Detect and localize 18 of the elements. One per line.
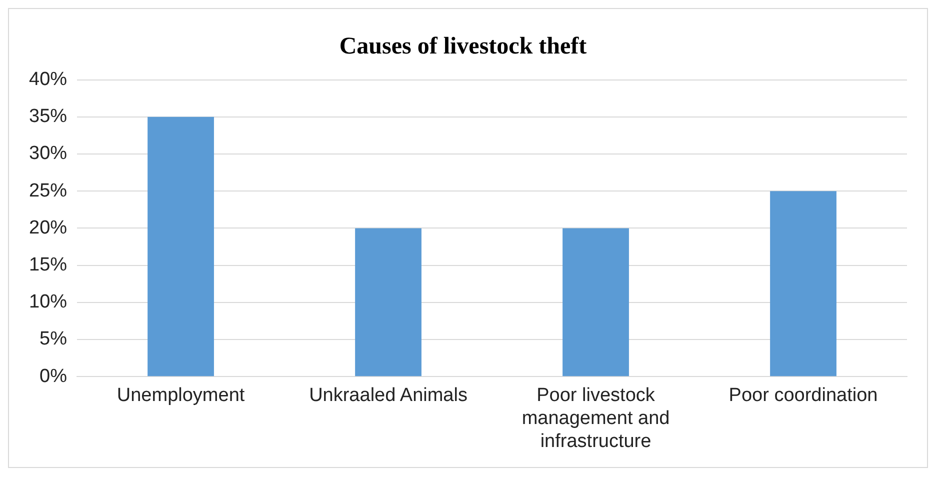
x-tick-label: Poor coordination bbox=[728, 385, 878, 406]
bar bbox=[770, 191, 836, 376]
y-tick-label: 20% bbox=[28, 217, 68, 238]
x-tick-label: Unemployment bbox=[116, 385, 246, 406]
y-tick-label: 15% bbox=[28, 254, 68, 276]
y-tick-label: 30% bbox=[28, 143, 68, 164]
bar bbox=[148, 116, 214, 376]
y-tick-label: 5% bbox=[40, 328, 68, 350]
x-tick-label: Unkraaled Animals bbox=[309, 385, 468, 406]
bar bbox=[355, 228, 422, 376]
bar bbox=[562, 228, 629, 376]
y-tick-label: 10% bbox=[28, 292, 68, 313]
x-tick-label: Poor livestock management and infrastructure bbox=[522, 385, 670, 452]
y-tick-label: 25% bbox=[28, 180, 68, 202]
y-tick-label: 35% bbox=[28, 106, 68, 128]
y-tick-label: 0% bbox=[40, 366, 68, 387]
chart-title: Causes of livestock theft bbox=[339, 34, 587, 60]
y-tick-label: 40% bbox=[28, 69, 68, 90]
